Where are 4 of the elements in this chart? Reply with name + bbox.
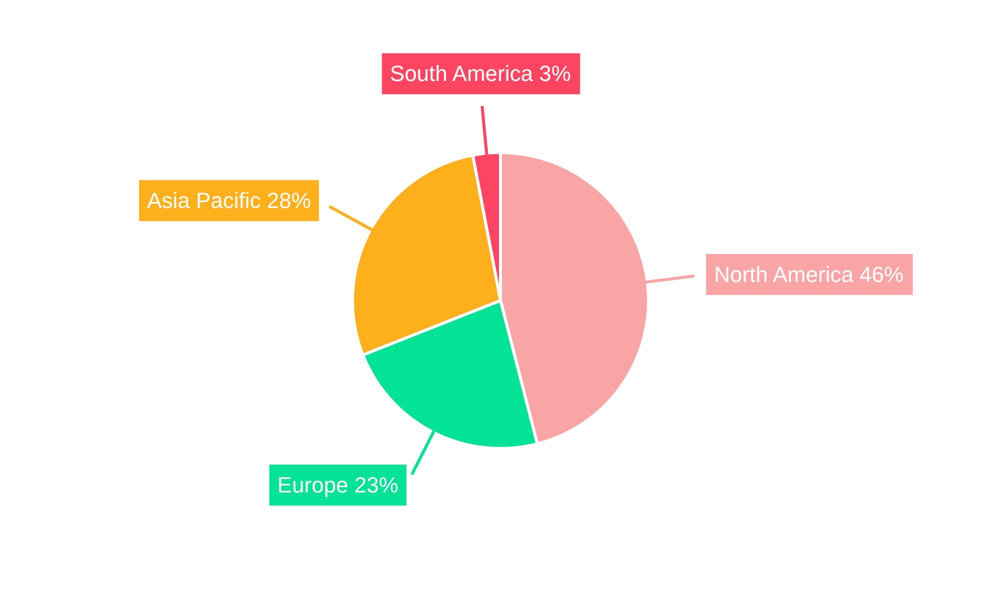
slice-label: South America 3% (390, 61, 571, 86)
slice-label: Asia Pacific 28% (147, 188, 311, 214)
slice-label: North America 46% (714, 262, 904, 288)
slice-label: Europe 23% (277, 472, 398, 498)
